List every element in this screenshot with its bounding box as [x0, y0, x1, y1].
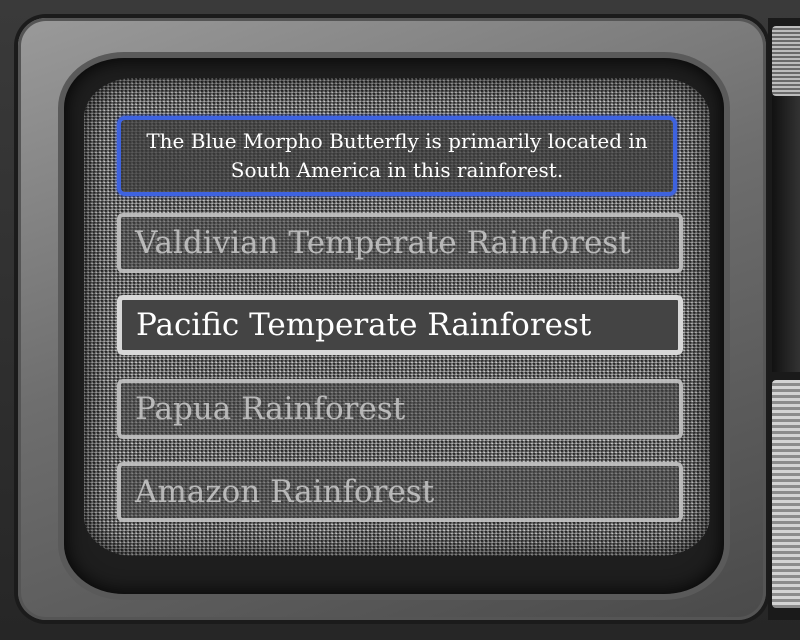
answer-option-1[interactable]: Valdivian Temperate Rainforest [117, 213, 683, 273]
answer-label: Valdivian Temperate Rainforest [135, 225, 631, 261]
answer-option-4[interactable]: Amazon Rainforest [117, 462, 683, 522]
question-box: The Blue Morpho Butterfly is primarily l… [117, 116, 677, 196]
answer-option-2[interactable]: Pacific Temperate Rainforest [117, 295, 683, 355]
answer-label: Papua Rainforest [135, 391, 406, 427]
question-text: The Blue Morpho Butterfly is primarily l… [146, 129, 648, 182]
tv-control-panel [772, 96, 800, 372]
speaker-grille-bottom [772, 380, 800, 608]
answer-option-3[interactable]: Papua Rainforest [117, 379, 683, 439]
answer-label: Amazon Rainforest [135, 474, 435, 510]
speaker-grille-top [772, 26, 800, 96]
answer-label: Pacific Temperate Rainforest [136, 307, 592, 343]
